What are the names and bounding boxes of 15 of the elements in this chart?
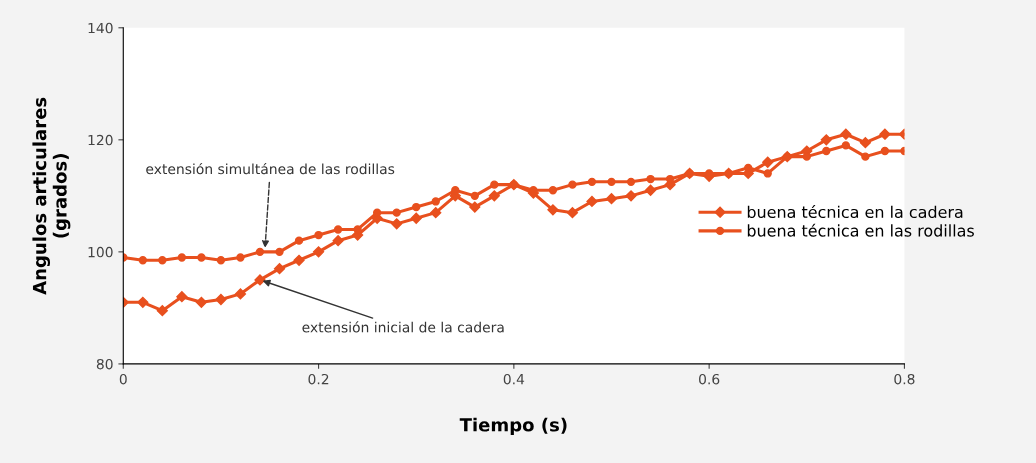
legend-label: buena técnica en las rodillas bbox=[747, 223, 974, 237]
x-tick-label: 0.2 bbox=[308, 373, 329, 385]
y-axis-title: Angulos articulares (grados) bbox=[32, 97, 71, 295]
annotation: extensión inicial de la cadera bbox=[302, 321, 504, 333]
annotation: extensión simultánea de las rodillas bbox=[146, 162, 395, 175]
x-tick-label: 0.6 bbox=[699, 373, 720, 385]
y-tick-label: 120 bbox=[88, 134, 113, 146]
x-axis-title: Tiempo (s) bbox=[459, 417, 567, 436]
x-tick-label: 0.4 bbox=[503, 373, 525, 385]
x-tick-label: 0 bbox=[119, 373, 127, 385]
y-tick-label: 80 bbox=[96, 358, 113, 370]
y-tick-label: 100 bbox=[88, 246, 113, 258]
x-tick-label: 0.8 bbox=[894, 373, 915, 385]
legend-label: buena técnica en la cadera bbox=[747, 205, 963, 219]
y-tick-label: 140 bbox=[88, 22, 113, 34]
